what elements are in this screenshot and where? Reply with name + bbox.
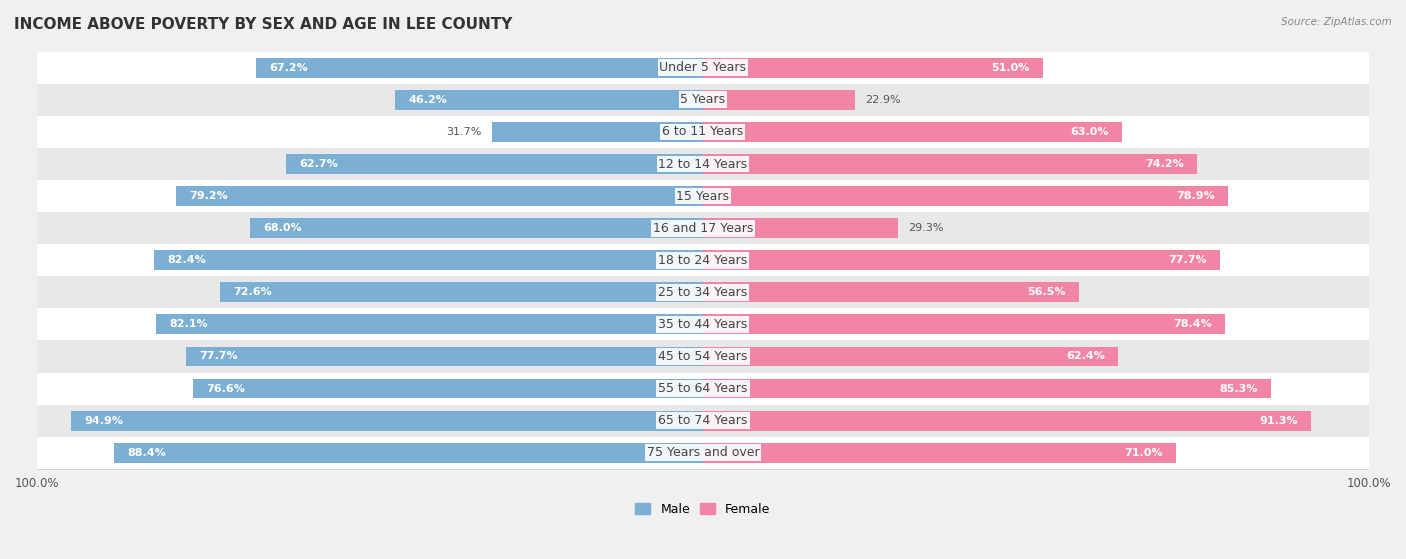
Text: 51.0%: 51.0% (991, 63, 1029, 73)
Text: 46.2%: 46.2% (409, 95, 447, 105)
Text: 63.0%: 63.0% (1070, 127, 1109, 137)
Bar (703, 282, 1080, 302)
Text: 15 Years: 15 Years (676, 190, 730, 202)
Text: 31.7%: 31.7% (447, 127, 482, 137)
Text: 67.2%: 67.2% (269, 63, 308, 73)
Text: 62.4%: 62.4% (1066, 352, 1105, 362)
Text: 29.3%: 29.3% (908, 223, 943, 233)
Bar (703, 58, 1042, 78)
Bar (37, 372, 1369, 405)
Text: 77.7%: 77.7% (200, 352, 238, 362)
Bar (37, 309, 1369, 340)
Bar (37, 52, 1369, 84)
Text: 68.0%: 68.0% (263, 223, 302, 233)
Bar (37, 244, 1369, 276)
Text: Source: ZipAtlas.com: Source: ZipAtlas.com (1281, 17, 1392, 27)
Bar (219, 282, 703, 302)
Text: 71.0%: 71.0% (1123, 448, 1163, 458)
Bar (250, 218, 703, 238)
Bar (37, 276, 1369, 309)
Text: 12 to 14 Years: 12 to 14 Years (658, 158, 748, 170)
Text: 35 to 44 Years: 35 to 44 Years (658, 318, 748, 331)
Text: 82.1%: 82.1% (170, 319, 208, 329)
Text: 6 to 11 Years: 6 to 11 Years (662, 125, 744, 139)
Text: 65 to 74 Years: 65 to 74 Years (658, 414, 748, 427)
Text: 16 and 17 Years: 16 and 17 Years (652, 222, 754, 235)
Text: 72.6%: 72.6% (233, 287, 271, 297)
Bar (256, 58, 703, 78)
Bar (37, 180, 1369, 212)
Text: 79.2%: 79.2% (188, 191, 228, 201)
Text: 22.9%: 22.9% (866, 95, 901, 105)
Bar (703, 347, 1118, 366)
Bar (114, 443, 703, 463)
Bar (37, 116, 1369, 148)
Bar (186, 347, 703, 366)
Text: 88.4%: 88.4% (128, 448, 166, 458)
Bar (176, 186, 703, 206)
Bar (703, 443, 1175, 463)
Text: 76.6%: 76.6% (207, 383, 245, 394)
Bar (703, 186, 1229, 206)
Text: 82.4%: 82.4% (167, 255, 207, 265)
Bar (703, 218, 898, 238)
Bar (37, 405, 1369, 437)
Text: 77.7%: 77.7% (1168, 255, 1206, 265)
Bar (37, 437, 1369, 469)
Bar (703, 154, 1197, 174)
Bar (156, 315, 703, 334)
Text: 85.3%: 85.3% (1219, 383, 1257, 394)
Bar (37, 340, 1369, 372)
Text: 78.9%: 78.9% (1177, 191, 1215, 201)
Bar (72, 411, 703, 430)
Text: 45 to 54 Years: 45 to 54 Years (658, 350, 748, 363)
Text: 5 Years: 5 Years (681, 93, 725, 106)
Text: 94.9%: 94.9% (84, 415, 124, 425)
Bar (492, 122, 703, 142)
Bar (285, 154, 703, 174)
Text: 75 Years and over: 75 Years and over (647, 446, 759, 459)
Bar (703, 411, 1310, 430)
Bar (703, 250, 1220, 270)
Legend: Male, Female: Male, Female (630, 498, 776, 521)
Text: 25 to 34 Years: 25 to 34 Years (658, 286, 748, 299)
Bar (703, 378, 1271, 399)
Text: Under 5 Years: Under 5 Years (659, 61, 747, 74)
Bar (37, 212, 1369, 244)
Text: 91.3%: 91.3% (1258, 415, 1298, 425)
Bar (37, 84, 1369, 116)
Bar (395, 90, 703, 110)
Text: 55 to 64 Years: 55 to 64 Years (658, 382, 748, 395)
Bar (703, 90, 855, 110)
Bar (193, 378, 703, 399)
Text: 56.5%: 56.5% (1028, 287, 1066, 297)
Text: INCOME ABOVE POVERTY BY SEX AND AGE IN LEE COUNTY: INCOME ABOVE POVERTY BY SEX AND AGE IN L… (14, 17, 512, 32)
Text: 18 to 24 Years: 18 to 24 Years (658, 254, 748, 267)
Bar (703, 315, 1225, 334)
Bar (37, 148, 1369, 180)
Bar (155, 250, 703, 270)
Text: 62.7%: 62.7% (299, 159, 337, 169)
Text: 78.4%: 78.4% (1173, 319, 1212, 329)
Text: 74.2%: 74.2% (1144, 159, 1184, 169)
Bar (703, 122, 1122, 142)
